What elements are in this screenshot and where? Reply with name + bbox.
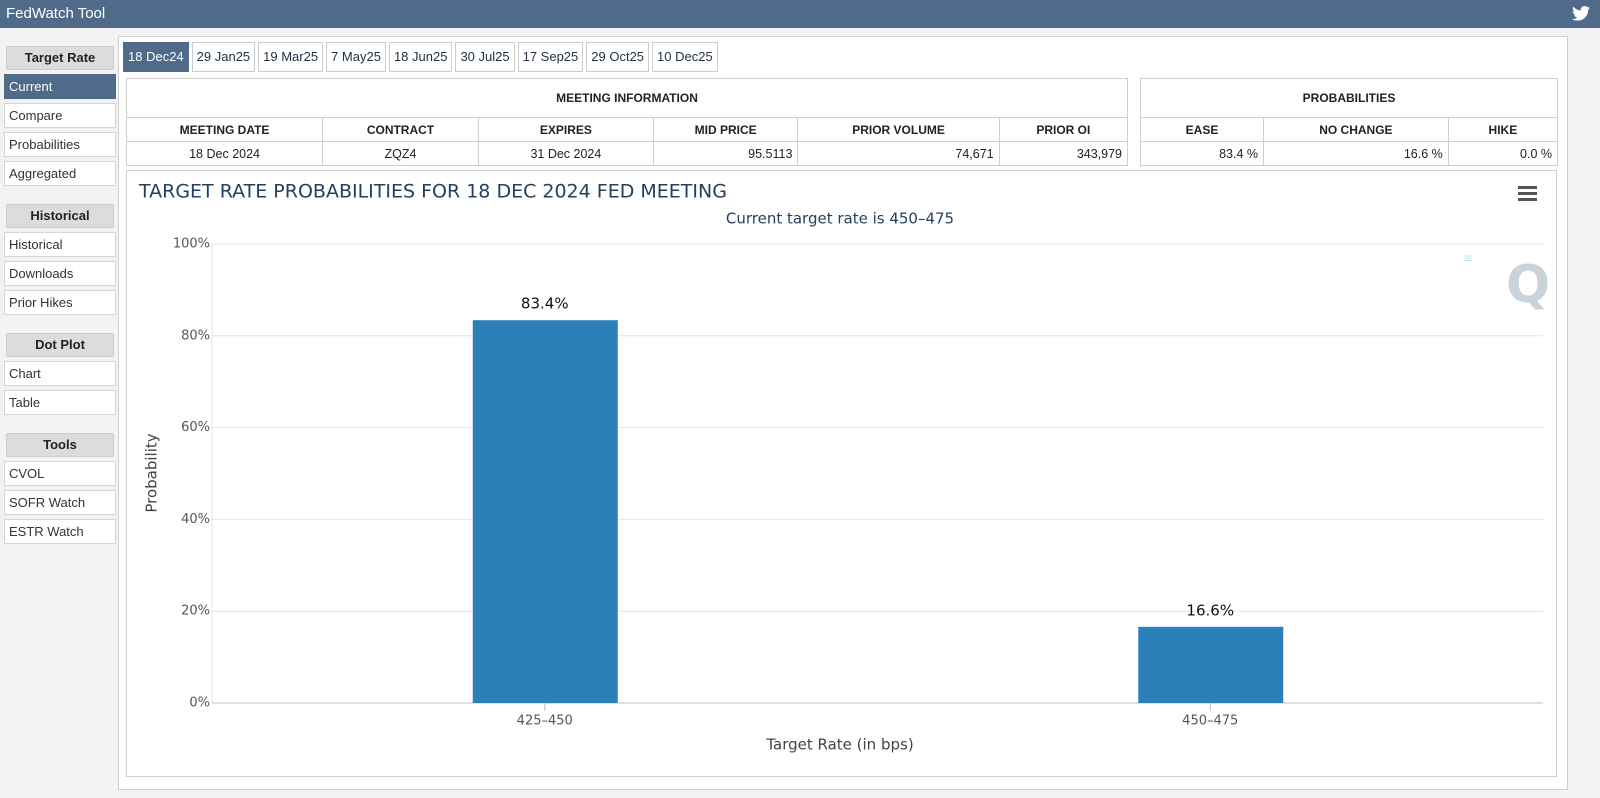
nav-item[interactable]: Prior Hikes xyxy=(4,290,116,315)
table-cell: 83.4 % xyxy=(1139,141,1265,166)
section-title: Tools xyxy=(6,433,114,457)
section-gap xyxy=(4,190,116,204)
tab[interactable]: 17 Sep25 xyxy=(517,42,584,72)
column-header: EASE xyxy=(1139,117,1265,142)
app-title: FedWatch Tool xyxy=(6,5,106,22)
nav-item[interactable]: Aggregated xyxy=(4,161,116,186)
tab[interactable]: 7 May25 xyxy=(326,42,386,72)
tab[interactable]: 29 Oct25 xyxy=(586,42,650,72)
data-label: 83.4% xyxy=(521,295,569,313)
section-title: Dot Plot xyxy=(6,333,114,357)
tab[interactable]: 18 Dec24 xyxy=(123,42,189,72)
nav-item[interactable]: Downloads xyxy=(4,261,116,286)
tab[interactable]: 19 Mar25 xyxy=(258,42,324,72)
menu-icon[interactable] xyxy=(1518,186,1537,201)
logo-watermark: Q xyxy=(1506,255,1550,315)
nav-item[interactable]: Compare xyxy=(4,103,116,128)
column-header: PRIOR OI xyxy=(998,117,1129,142)
section-title: Historical xyxy=(6,204,114,228)
x-axis-label: Target Rate (in bps) xyxy=(765,736,913,754)
table-cell: ZQZ4 xyxy=(322,141,479,166)
section-title: Target Rate xyxy=(6,46,114,70)
column-header: HIKE xyxy=(1447,117,1559,142)
x-tick-label: 425–450 xyxy=(517,714,573,729)
header-bar: FedWatch Tool xyxy=(0,0,1600,28)
bar xyxy=(472,320,618,703)
tab[interactable]: 10 Dec25 xyxy=(652,42,718,72)
column-header: MID PRICE xyxy=(652,117,799,142)
nav-item[interactable]: Table xyxy=(4,390,116,415)
column-header: EXPIRES xyxy=(477,117,654,142)
y-tick-label: 100% xyxy=(173,237,210,252)
bar xyxy=(1138,626,1284,703)
chart-title: TARGET RATE PROBABILITIES FOR 18 DEC 202… xyxy=(138,181,727,203)
nav-item[interactable]: ESTR Watch xyxy=(4,519,116,544)
chart-frame xyxy=(126,170,1557,777)
y-tick-label: 80% xyxy=(181,328,210,343)
chart: TARGET RATE PROBABILITIES FOR 18 DEC 202… xyxy=(126,170,1557,777)
logo-watermark-stripes: ≡ xyxy=(1463,251,1473,265)
data-label: 16.6% xyxy=(1186,601,1234,619)
column-header: NO CHANGE xyxy=(1263,117,1449,142)
meeting-info-table: MEETING INFORMATION MEETING DATE CONTRACT… xyxy=(125,78,1129,166)
y-tick-label: 60% xyxy=(181,420,210,435)
sidebar: Target Rate Current Compare Probabilities Ag… xyxy=(4,46,116,548)
nav-item[interactable]: Historical xyxy=(4,232,116,257)
section-gap xyxy=(4,319,116,333)
table-title: PROBABILITIES xyxy=(1140,78,1558,118)
meeting-tabs: 18 Dec24 29 Jan25 19 Mar25 7 May25 18 Jun25 3… xyxy=(123,42,718,72)
nav-item[interactable]: CVOL xyxy=(4,461,116,486)
table-cell: 74,671 xyxy=(797,141,1000,166)
probabilities-table: PROBABILITIES EASE NO CHANGE HIKE 83.4 % 16.… xyxy=(1139,78,1559,166)
section-gap xyxy=(4,419,116,433)
nav-item[interactable]: Chart xyxy=(4,361,116,386)
table-cell: 343,979 xyxy=(998,141,1129,166)
table-cell: 16.6 % xyxy=(1263,141,1449,166)
y-tick-label: 20% xyxy=(181,604,210,619)
column-header: MEETING DATE xyxy=(125,117,324,142)
twitter-icon[interactable] xyxy=(1572,6,1590,21)
tab[interactable]: 18 Jun25 xyxy=(388,42,453,72)
column-header: PRIOR VOLUME xyxy=(797,117,1000,142)
table-cell: 95.5113 xyxy=(652,141,799,166)
nav-item[interactable]: SOFR Watch xyxy=(4,490,116,515)
column-header: CONTRACT xyxy=(322,117,479,142)
nav-item[interactable]: Probabilities xyxy=(4,132,116,157)
x-tick-label: 450–475 xyxy=(1182,714,1238,729)
table-cell: 0.0 % xyxy=(1447,141,1559,166)
y-axis-label: Probability xyxy=(143,433,161,512)
y-tick-label: 40% xyxy=(181,512,210,527)
tab[interactable]: 29 Jan25 xyxy=(191,42,256,72)
nav-item[interactable]: Current xyxy=(4,74,116,99)
tab[interactable]: 30 Jul25 xyxy=(455,42,515,72)
chart-subtitle: Current target rate is 450–475 xyxy=(726,210,954,228)
y-tick-label: 0% xyxy=(189,696,210,711)
table-title: MEETING INFORMATION xyxy=(126,78,1128,118)
table-cell: 31 Dec 2024 xyxy=(477,141,654,166)
table-cell: 18 Dec 2024 xyxy=(125,141,324,166)
